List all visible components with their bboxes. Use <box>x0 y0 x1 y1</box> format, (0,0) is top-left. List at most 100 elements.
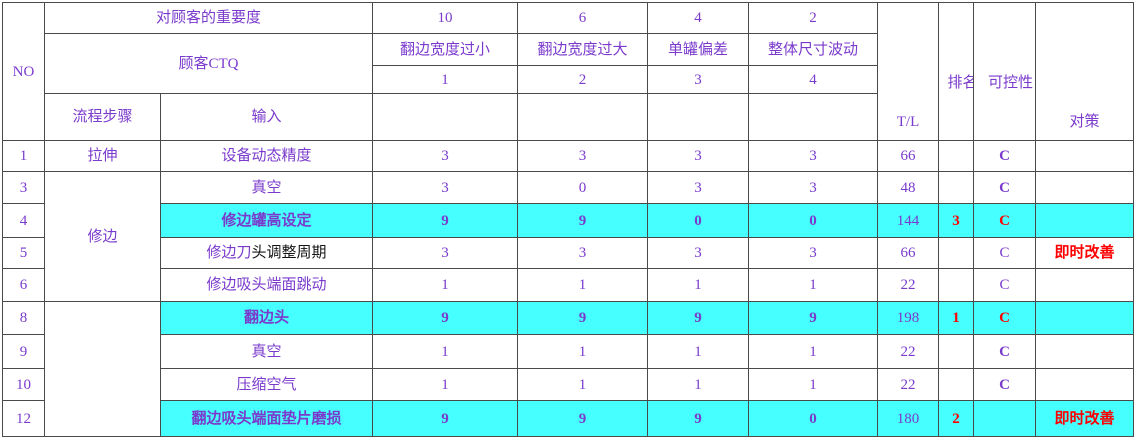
controllability-cell: C <box>973 268 1036 302</box>
input-cell: 修边刀头调整周期 <box>160 237 373 269</box>
countermeasure-cell <box>1035 203 1134 238</box>
process-step-cell <box>44 301 161 437</box>
score-cell: 0 <box>647 203 749 238</box>
input-cell: 真空 <box>160 171 373 204</box>
score-cell: 1 <box>748 268 878 302</box>
no-cell: 12 <box>2 400 45 437</box>
input-cell: 真空 <box>160 334 373 369</box>
countermeasure-cell <box>1035 334 1134 369</box>
score-cell: 3 <box>647 237 749 269</box>
total-cell: 48 <box>877 171 939 204</box>
score-cell: 1 <box>647 368 749 401</box>
ctq-index-header: 4 <box>748 65 878 94</box>
table-row: 10 压缩空气 1 1 1 1 22 C <box>2 368 1134 401</box>
score-cell: 3 <box>748 140 878 172</box>
table-row-highlighted: 8 翻边头 9 9 9 9 198 1 C <box>2 301 1134 437</box>
rank-cell <box>938 140 974 172</box>
countermeasure-cell <box>1035 368 1134 401</box>
empty-score-header <box>748 93 878 141</box>
score-cell: 1 <box>647 334 749 369</box>
table-row: 9 真空 1 1 1 1 22 C <box>2 334 1134 369</box>
table-row: 1 拉伸 设备动态精度 3 3 3 3 66 C <box>2 140 1134 172</box>
score-cell: 9 <box>372 203 518 238</box>
ctq-name-header: 翻边宽度过大 <box>517 33 648 66</box>
empty-score-header <box>372 93 518 141</box>
controllability-cell: C <box>973 301 1036 335</box>
input-cell: 修边吸头端面跳动 <box>160 268 373 302</box>
ctq-name-header: 整体尺寸波动 <box>748 33 878 66</box>
input-text-black: 头调整周期 <box>251 245 327 261</box>
countermeasure-cell <box>1035 301 1134 335</box>
rank-header-label: 排名 <box>947 75 973 92</box>
countermeasure-cell: 即时改善 <box>1035 400 1134 437</box>
ctq-index-header: 2 <box>517 65 648 94</box>
process-step-header: 流程步骤 <box>44 93 161 141</box>
no-cell: 1 <box>2 140 45 172</box>
score-cell: 9 <box>517 203 648 238</box>
no-cell: 6 <box>2 268 45 302</box>
rank-cell <box>938 334 974 369</box>
controllability-cell: C <box>973 203 1036 238</box>
empty-score-header <box>517 93 648 141</box>
total-cell: 198 <box>877 301 939 335</box>
ctq-name-header: 单罐偏差 <box>647 33 749 66</box>
total-cell: 66 <box>877 237 939 269</box>
header-row-ctq-names: 顾客CTQ 翻边宽度过小 翻边宽度过大 单罐偏差 整体尺寸波动 <box>3 33 1134 94</box>
ctq-label-header: 顾客CTQ <box>44 33 373 94</box>
score-cell: 1 <box>372 268 518 302</box>
controllability-cell: C <box>973 237 1036 269</box>
score-cell: 1 <box>372 368 518 401</box>
countermeasure-cell <box>1035 171 1134 204</box>
total-cell: 66 <box>877 140 939 172</box>
controllability-cell: C <box>973 171 1036 204</box>
score-cell: 3 <box>647 171 749 204</box>
total-cell: 22 <box>877 268 939 302</box>
score-cell: 3 <box>372 140 518 172</box>
controllability-header-label: 可控性 <box>988 75 1034 92</box>
score-cell: 9 <box>372 400 518 437</box>
rank-cell: 2 <box>938 400 974 437</box>
table-row-highlighted: 12 翻边吸头端面垫片磨损 9 9 9 0 180 2 即时改善 <box>2 400 1134 437</box>
score-cell: 9 <box>647 400 749 437</box>
score-cell: 1 <box>517 334 648 369</box>
score-cell: 9 <box>517 400 648 437</box>
controllability-cell: C <box>973 140 1036 172</box>
importance-weight-header: 4 <box>647 2 749 34</box>
process-step-cell: 拉伸 <box>44 140 161 172</box>
score-cell: 0 <box>517 171 648 204</box>
score-cell: 3 <box>748 171 878 204</box>
controllability-header: 可控性 <box>973 2 1036 141</box>
input-cell: 翻边吸头端面垫片磨损 <box>160 400 373 437</box>
input-cell: 设备动态精度 <box>160 140 373 172</box>
score-cell: 3 <box>517 140 648 172</box>
score-cell: 9 <box>748 301 878 335</box>
rank-cell <box>938 268 974 302</box>
controllability-cell <box>973 400 1036 437</box>
score-cell: 3 <box>517 237 648 269</box>
importance-label-header: 对顾客的重要度 <box>44 2 373 34</box>
score-cell: 1 <box>372 334 518 369</box>
controllability-cell: C <box>973 334 1036 369</box>
no-cell: 4 <box>2 203 45 238</box>
table-row-highlighted: 4 修边罐高设定 9 9 0 0 144 3 C <box>2 203 1134 238</box>
score-cell: 0 <box>748 203 878 238</box>
countermeasure-cell <box>1035 268 1134 302</box>
importance-weight-header: 6 <box>517 2 648 34</box>
score-cell: 0 <box>748 400 878 437</box>
score-cell: 9 <box>372 301 518 335</box>
ctq-index-header: 1 <box>372 65 518 94</box>
score-cell: 3 <box>748 237 878 269</box>
no-cell: 3 <box>2 171 45 204</box>
score-cell: 3 <box>372 171 518 204</box>
no-cell: 8 <box>2 301 45 335</box>
table-row: 5 修边刀头调整周期 3 3 3 3 66 C 即时改善 <box>2 237 1134 269</box>
total-cell: 180 <box>877 400 939 437</box>
total-cell: 22 <box>877 368 939 401</box>
input-header: 输入 <box>160 93 373 141</box>
score-cell: 9 <box>647 301 749 335</box>
countermeasure-cell: 即时改善 <box>1035 237 1134 269</box>
no-cell: 10 <box>2 368 45 401</box>
input-cell: 修边罐高设定 <box>160 203 373 238</box>
total-cell: 144 <box>877 203 939 238</box>
